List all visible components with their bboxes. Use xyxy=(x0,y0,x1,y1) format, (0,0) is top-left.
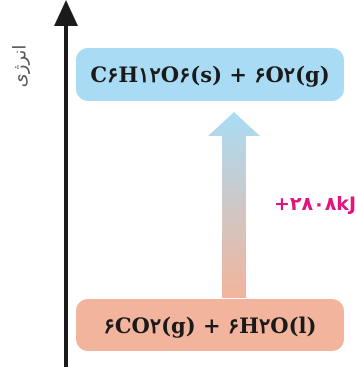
products-equation: C۶H۱۲O۶(s) + ۶O۲(g) xyxy=(90,62,330,87)
energy-axis-line xyxy=(64,22,68,367)
energy-increase-arrow xyxy=(208,112,260,298)
reactants-box: ۶CO۲(g) + ۶H۲O(l) xyxy=(76,299,344,351)
energy-axis-arrowhead xyxy=(54,0,78,26)
reactants-equation: ۶CO۲(g) + ۶H۲O(l) xyxy=(103,312,317,338)
energy-axis-label: انرژی xyxy=(9,44,31,88)
energy-change-label: +۲۸۰۸kJ xyxy=(274,193,356,215)
products-box: C۶H۱۲O۶(s) + ۶O۲(g) xyxy=(76,48,344,101)
